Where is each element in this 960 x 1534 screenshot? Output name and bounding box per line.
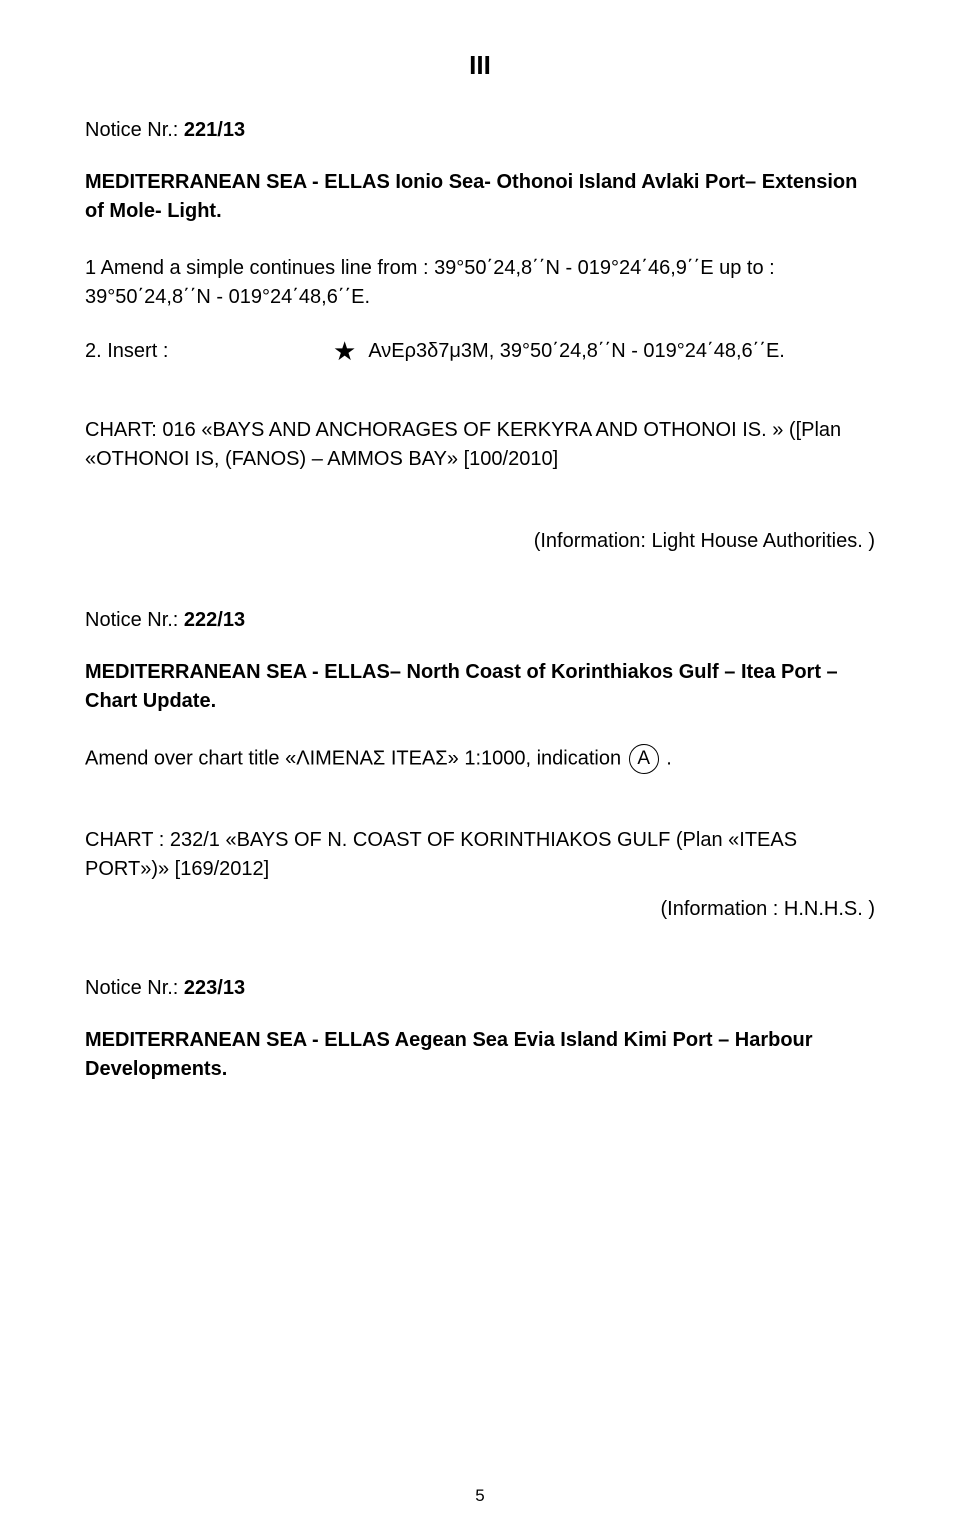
notice-nr-label: Notice Nr.: (85, 977, 184, 999)
circled-letter-icon: Α (629, 744, 659, 774)
notice-number-line: Notice Nr.: 223/13 (85, 977, 875, 1000)
chart-reference: CHART : 232/1 «BAYS OF N. COAST OF KORIN… (85, 826, 875, 884)
notice-nr-label: Notice Nr.: (85, 609, 184, 631)
notice-nr-value: 222/13 (184, 609, 245, 631)
insert-label: 2. Insert : (85, 340, 333, 363)
notice-body-amend: 1 Amend a simple continues line from : 3… (85, 254, 875, 312)
notice-nr-label: Notice Nr.: (85, 119, 184, 141)
page-number: 5 (475, 1486, 484, 1506)
notice-number-line: Notice Nr.: 221/13 (85, 119, 875, 142)
information-source: (Information: Light House Authorities. ) (85, 530, 875, 553)
section-header-roman: III (85, 50, 875, 81)
amend-prefix: Amend over chart title «ΛΙΜΕΝΑΣ ΙΤΕΑΣ» 1… (85, 747, 627, 769)
star-icon: ★ (333, 338, 356, 364)
notice-title: MEDITERRANEAN SEA - ELLAS– North Coast o… (85, 658, 875, 716)
notice-title: MEDITERRANEAN SEA - ELLAS Aegean Sea Evi… (85, 1026, 875, 1084)
notice-title: MEDITERRANEAN SEA - ELLAS Ionio Sea- Oth… (85, 168, 875, 226)
chart-reference: CHART: 016 «BAYS AND ANCHORAGES OF KERKY… (85, 416, 875, 474)
information-source: (Information : H.N.H.S. ) (85, 898, 875, 921)
notice-nr-value: 221/13 (184, 119, 245, 141)
amend-instruction: Amend over chart title «ΛΙΜΕΝΑΣ ΙΤΕΑΣ» 1… (85, 744, 875, 774)
insert-value: ΑνΕρ3δ7μ3Μ, 39°50΄24,8΄΄Ν - 019°24΄48,6΄… (368, 340, 785, 363)
amend-suffix: . (661, 747, 672, 769)
notice-number-line: Notice Nr.: 222/13 (85, 609, 875, 632)
notice-nr-value: 223/13 (184, 977, 245, 999)
notice-insert-line: 2. Insert : ★ ΑνΕρ3δ7μ3Μ, 39°50΄24,8΄΄Ν … (85, 338, 875, 364)
